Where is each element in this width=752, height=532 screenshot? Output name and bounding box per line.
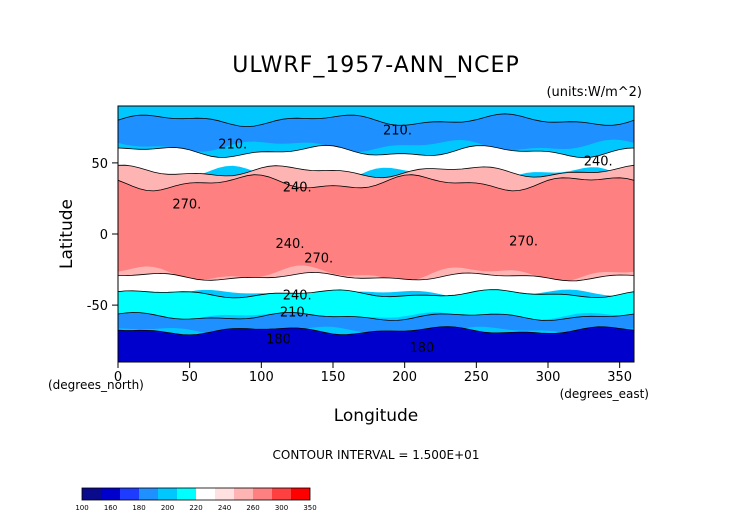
- contour-line: [118, 113, 634, 128]
- colorbar-label: 220: [189, 504, 202, 512]
- x-tick-label: 300: [536, 370, 561, 385]
- contour-line: [118, 326, 634, 336]
- plot-area: [118, 106, 634, 362]
- y-unit-note: (degrees_north): [48, 378, 144, 392]
- x-tick-label: 350: [607, 370, 632, 385]
- colorbar-swatch: [82, 488, 101, 500]
- colorbar-label: 180: [132, 504, 145, 512]
- chart-title: ULWRF_1957-ANN_NCEP: [232, 53, 519, 78]
- colorbar-swatch: [253, 488, 272, 500]
- x-tick-label: 200: [392, 370, 417, 385]
- contour-label: 210.: [383, 123, 412, 138]
- contour-label: 270.: [172, 197, 201, 212]
- contour-label: 210.: [280, 306, 309, 321]
- contour-line: [118, 271, 634, 282]
- contour-line: [118, 311, 634, 322]
- contour-label: 270.: [509, 234, 538, 249]
- contour-interval-note: CONTOUR INTERVAL = 1.500E+01: [273, 448, 480, 462]
- colorbar-swatch: [234, 488, 253, 500]
- x-tick-label: 150: [321, 370, 346, 385]
- x-unit-note: (degrees_east): [560, 387, 649, 401]
- contour-label: 240.: [584, 155, 613, 170]
- colorbar-swatch: [291, 488, 310, 500]
- band-south-polar: [118, 326, 634, 362]
- colorbar-label: 240: [218, 504, 231, 512]
- colorbar-label: 200: [161, 504, 174, 512]
- band-north-polar: [118, 113, 634, 153]
- contour-label: 210.: [218, 138, 247, 153]
- colorbar-swatch: [120, 488, 139, 500]
- colorbar-swatch: [101, 488, 120, 500]
- contour-line: [118, 144, 634, 159]
- colorbar-label: 260: [246, 504, 259, 512]
- contour-label: 270.: [304, 251, 333, 266]
- colorbar-swatch: [139, 488, 158, 500]
- contour-label: 180: [409, 341, 434, 356]
- y-tick-label: 50: [91, 157, 108, 172]
- contour-line: [118, 164, 634, 179]
- band-tropics-warm: [118, 174, 634, 283]
- x-tick-label: 100: [249, 370, 274, 385]
- colorbar-swatch: [196, 488, 215, 500]
- colorbar-frame: [81, 487, 311, 501]
- contour-label: 240.: [276, 237, 305, 252]
- contour-line: [118, 289, 634, 299]
- colorbar-swatch: [158, 488, 177, 500]
- colorbar-label: 350: [303, 504, 316, 512]
- colorbar-label: 100: [75, 504, 88, 512]
- contour-label: 180: [266, 333, 291, 348]
- y-axis-label: Latitude: [57, 199, 77, 269]
- contour-label: 240.: [283, 288, 312, 303]
- x-tick-label: 250: [464, 370, 489, 385]
- x-tick-label: 50: [181, 370, 198, 385]
- y-tick-label: 0: [100, 228, 108, 243]
- contour-line: [118, 174, 634, 192]
- contour-label: 240.: [283, 180, 312, 195]
- colorbar-label: 300: [275, 504, 288, 512]
- colorbar-swatch: [177, 488, 196, 500]
- colorbar-label: 160: [104, 504, 117, 512]
- colorbar-swatch: [272, 488, 291, 500]
- x-axis-label: Longitude: [334, 406, 419, 426]
- units-note: (units:W/m^2): [546, 85, 642, 100]
- y-tick-label: -50: [87, 299, 108, 314]
- x-tick-label: 0: [114, 370, 122, 385]
- colorbar-swatch: [215, 488, 234, 500]
- colorbar: 100 160 180 200 220 240 260 300 350: [75, 487, 317, 512]
